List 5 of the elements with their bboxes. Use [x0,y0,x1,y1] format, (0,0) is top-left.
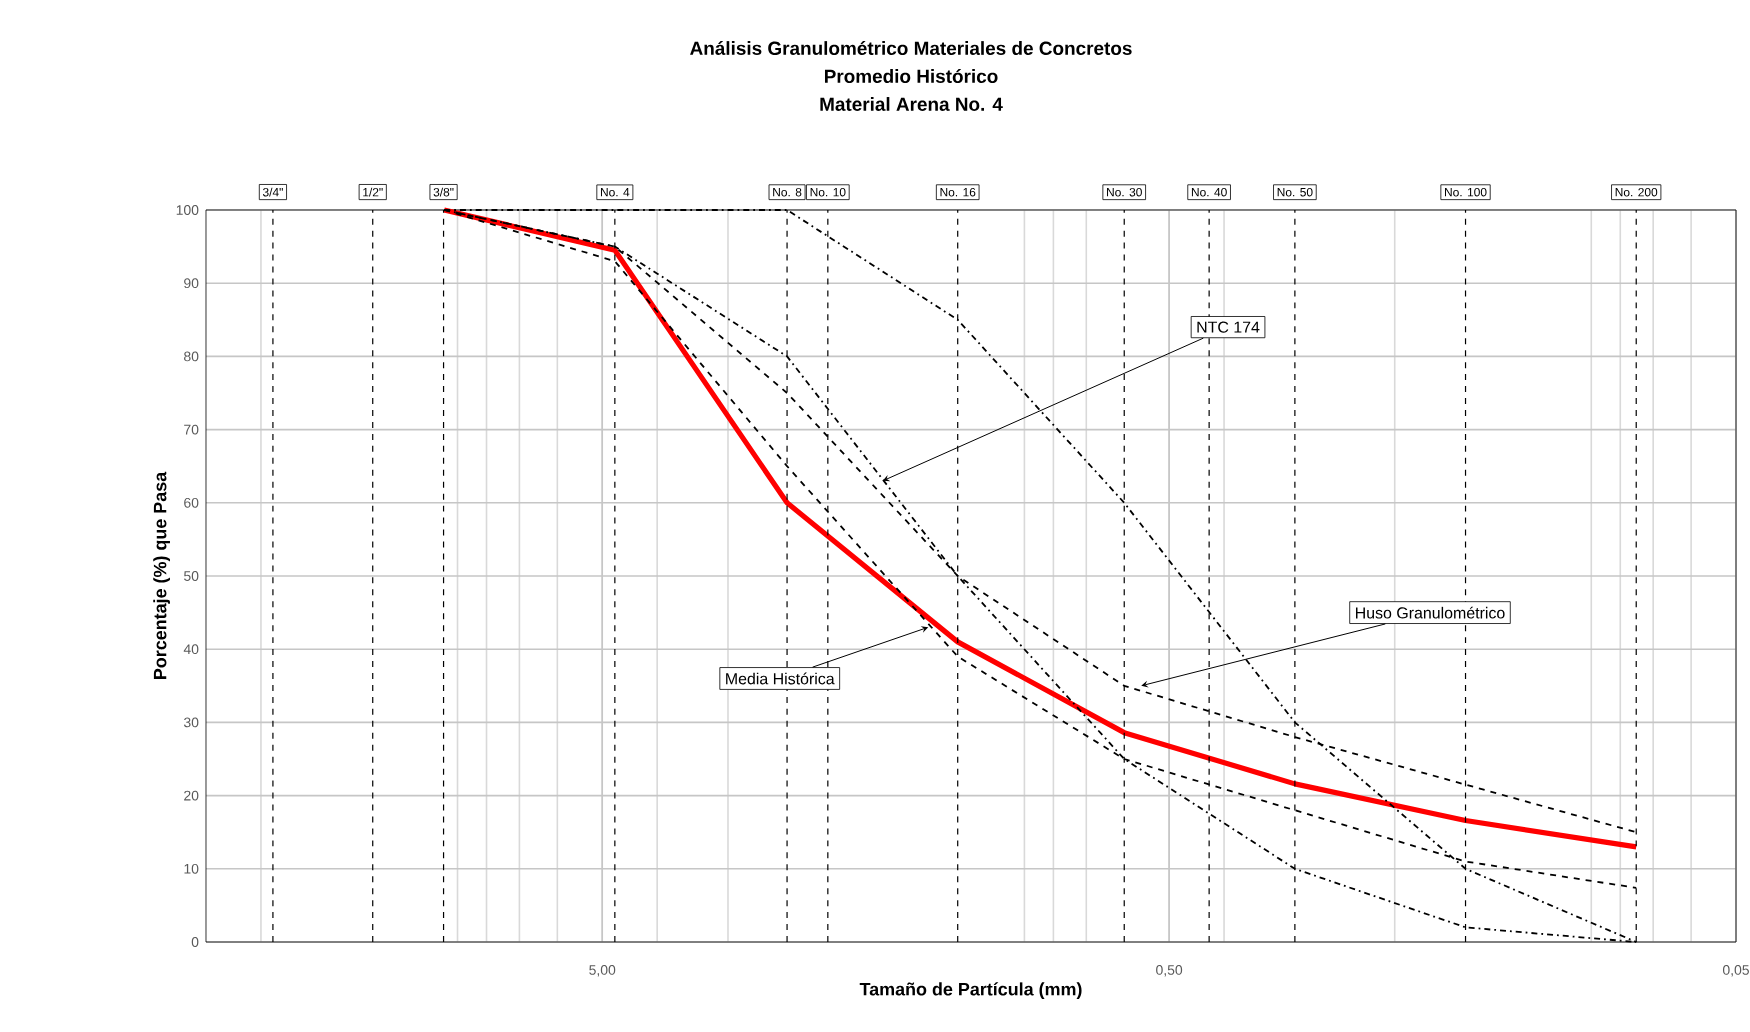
y-axis-title: Porcentaje (%) que Pasa [153,471,170,679]
chart-title: Análisis Granulométrico Materiales de Concretos [690,40,1132,56]
x-axis-title: Tamaño de Partícula (mm) [859,982,1082,1000]
chart-subtitle: Promedio Histórico [825,68,998,84]
text: Material Arena No. 4 [820,97,1003,111]
